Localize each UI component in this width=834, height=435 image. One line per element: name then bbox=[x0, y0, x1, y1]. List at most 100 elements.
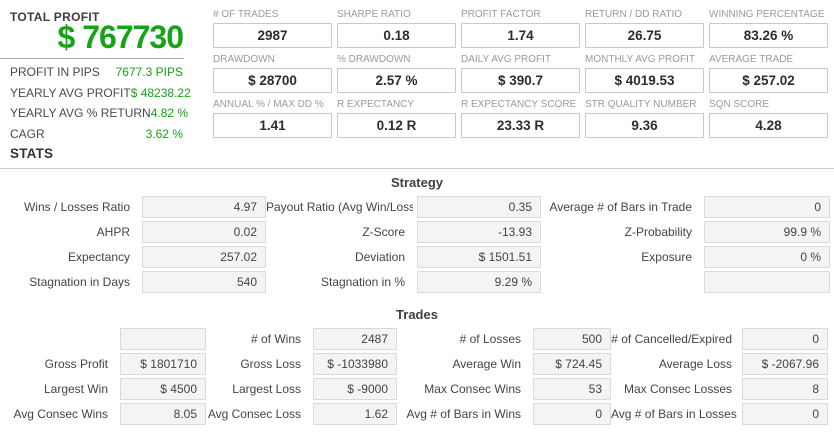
stat-row: Expectancy 257.02 Deviation $ 1501.51 Exposu… bbox=[0, 246, 834, 268]
metric-label: PROFIT FACTOR bbox=[461, 9, 541, 20]
stat-value-box: 53 bbox=[533, 378, 611, 400]
metric-value-box: 4.28 bbox=[709, 113, 828, 138]
stat-value-box: 4.97 bbox=[142, 196, 266, 218]
stat-value-box: 540 bbox=[142, 271, 266, 293]
metric-cell: AVERAGE TRADE $ 257.02 bbox=[709, 54, 828, 93]
metric-value-box: 0.18 bbox=[337, 23, 456, 48]
metric-value-box: 2987 bbox=[213, 23, 332, 48]
stat-label: Gross Loss bbox=[240, 357, 301, 371]
summary-row: PROFIT IN PIPS 7677.3 PIPS bbox=[10, 62, 183, 83]
summary-row-value: 7677.3 PIPS bbox=[115, 65, 183, 80]
metric-value-box: 26.75 bbox=[585, 23, 704, 48]
stat-label: Exposure bbox=[641, 250, 692, 264]
stat-label: Avg # of Bars in Losses bbox=[611, 407, 737, 421]
stat-value-box: 8.05 bbox=[120, 403, 206, 425]
metric-value-box: 2.57 % bbox=[337, 68, 456, 93]
stat-value-box: $ 1501.51 bbox=[417, 246, 541, 268]
summary-row-value: 3.62 % bbox=[145, 126, 183, 141]
summary-row-value: 4.82 % bbox=[150, 106, 189, 121]
stats-section-header: STATS bbox=[10, 146, 54, 161]
stat-value-box: $ 1801710 bbox=[120, 353, 206, 375]
stat-row: Avg Consec Wins 8.05 Avg Consec Loss 1.62 Av… bbox=[0, 403, 834, 425]
summary-row-label: YEARLY AVG % RETURN bbox=[10, 106, 151, 121]
stat-label: Z-Probability bbox=[624, 225, 692, 239]
stat-row: # of Wins 2487 # of Losses 500 # of Cancelle… bbox=[0, 328, 834, 350]
metric-cell: R EXPECTANCY 0.12 R bbox=[337, 99, 456, 138]
metric-cell: WINNING PERCENTAGE 83.26 % bbox=[709, 9, 828, 48]
stat-label: Stagnation in Days bbox=[29, 275, 130, 289]
metric-label: MONTHLY AVG PROFIT bbox=[585, 54, 696, 65]
metric-value-box: $ 4019.53 bbox=[585, 68, 704, 93]
metric-value-box: 9.36 bbox=[585, 113, 704, 138]
metric-value-box: 83.26 % bbox=[709, 23, 828, 48]
stat-label: Largest Loss bbox=[232, 382, 301, 396]
stat-label: Payout Ratio (Avg Win/Loss) bbox=[266, 200, 413, 214]
metric-label: R EXPECTANCY SCORE bbox=[461, 99, 577, 110]
metric-cell: SQN SCORE 4.28 bbox=[709, 99, 828, 138]
metric-value-box: $ 390.7 bbox=[461, 68, 580, 93]
total-profit-value: $ 767730 bbox=[57, 19, 184, 55]
stat-label: Expectancy bbox=[67, 250, 130, 264]
stat-value-box: 0.02 bbox=[142, 221, 266, 243]
stat-label: Stagnation in % bbox=[320, 275, 405, 289]
stat-label: Average # of Bars in Trade bbox=[549, 200, 692, 214]
stat-row: Stagnation in Days 540 Stagnation in % 9.29… bbox=[0, 271, 834, 293]
trades-rows: # of Wins 2487 # of Losses 500 # of Cancelle… bbox=[0, 328, 834, 428]
metric-cell: PROFIT FACTOR 1.74 bbox=[461, 9, 580, 48]
stat-value-box: 0 bbox=[533, 403, 611, 425]
stat-value-box: 0.35 bbox=[417, 196, 541, 218]
metric-value-box: 23.33 R bbox=[461, 113, 580, 138]
metric-value-box: 1.41 bbox=[213, 113, 332, 138]
summary-row-label: YEARLY AVG PROFIT bbox=[10, 85, 131, 100]
strategy-section-title: Strategy bbox=[390, 175, 444, 190]
metric-cell: R EXPECTANCY SCORE 23.33 R bbox=[461, 99, 580, 138]
metric-label: ANNUAL % / MAX DD % bbox=[213, 99, 324, 110]
stat-value-box: 0 bbox=[742, 328, 828, 350]
total-profit-title: TOTAL PROFIT bbox=[10, 10, 100, 24]
stat-value-box: 500 bbox=[533, 328, 611, 350]
stat-label: Max Consec Wins bbox=[424, 382, 521, 396]
metric-cell: % DRAWDOWN 2.57 % bbox=[337, 54, 456, 93]
stat-value-box bbox=[704, 271, 830, 293]
metric-label: STR QUALITY NUMBER bbox=[585, 99, 697, 110]
stat-label: Average Win bbox=[452, 357, 521, 371]
stat-label: Largest Win bbox=[43, 382, 108, 396]
metric-label: DAILY AVG PROFIT bbox=[461, 54, 552, 65]
stat-row: AHPR 0.02 Z-Score -13.93 Z-Probability 99.9 % bbox=[0, 221, 834, 243]
metric-label: DRAWDOWN bbox=[213, 54, 275, 65]
metric-cell: DAILY AVG PROFIT $ 390.7 bbox=[461, 54, 580, 93]
stat-row: Gross Profit $ 1801710 Gross Loss $ -103398… bbox=[0, 353, 834, 375]
metric-cell: ANNUAL % / MAX DD % 1.41 bbox=[213, 99, 332, 138]
stat-value-box: -13.93 bbox=[417, 221, 541, 243]
stat-value-box bbox=[120, 328, 206, 350]
metric-cell: DRAWDOWN $ 28700 bbox=[213, 54, 332, 93]
stat-value-box: $ -9000 bbox=[313, 378, 397, 400]
stat-value-box: $ 724.45 bbox=[533, 353, 611, 375]
metric-label: # OF TRADES bbox=[213, 9, 279, 20]
stat-label: Avg Consec Wins bbox=[13, 407, 108, 421]
metric-value-box: $ 28700 bbox=[213, 68, 332, 93]
metric-value-box: $ 257.02 bbox=[709, 68, 828, 93]
metric-label: WINNING PERCENTAGE bbox=[709, 9, 825, 20]
stat-label: # of Losses bbox=[459, 332, 521, 346]
stat-value-box: $ -1033980 bbox=[313, 353, 397, 375]
metric-cell: RETURN / DD RATIO 26.75 bbox=[585, 9, 704, 48]
stat-value-box: 1.62 bbox=[313, 403, 397, 425]
stat-value-box: 2487 bbox=[313, 328, 397, 350]
metric-label: AVERAGE TRADE bbox=[709, 54, 794, 65]
stat-value-box: 99.9 % bbox=[704, 221, 830, 243]
stats-divider bbox=[0, 168, 834, 169]
summary-row-value: $ 48238.22 bbox=[130, 85, 191, 100]
stat-value-box: 8 bbox=[742, 378, 828, 400]
stat-label: Wins / Losses Ratio bbox=[23, 200, 130, 214]
summary-rows: PROFIT IN PIPS 7677.3 PIPS YEARLY AVG PROF… bbox=[10, 62, 191, 144]
summary-row: YEARLY AVG % RETURN 4.82 % bbox=[10, 103, 188, 124]
stat-label: AHPR bbox=[96, 225, 130, 239]
stat-label: Average Loss bbox=[658, 357, 732, 371]
metric-cell: MONTHLY AVG PROFIT $ 4019.53 bbox=[585, 54, 704, 93]
metric-cell: # OF TRADES 2987 bbox=[213, 9, 332, 48]
stat-value-box: 9.29 % bbox=[417, 271, 541, 293]
stat-value-box: 0 bbox=[742, 403, 828, 425]
stat-label: Z-Score bbox=[362, 225, 405, 239]
stat-label: # of Wins bbox=[250, 332, 301, 346]
